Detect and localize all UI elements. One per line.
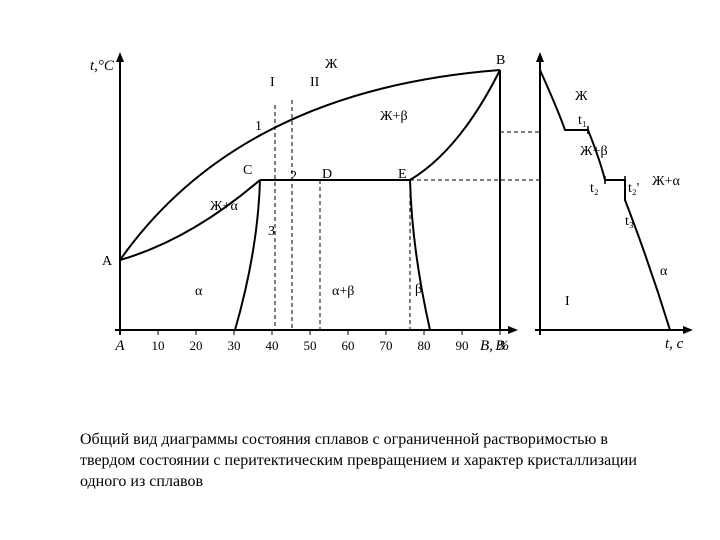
figure-caption: Общий вид диаграммы состояния сплавов с … xyxy=(80,430,640,492)
svg-text:I: I xyxy=(565,294,570,309)
svg-text:50: 50 xyxy=(304,338,317,353)
svg-text:Ж+α: Ж+α xyxy=(210,199,238,214)
svg-text:20: 20 xyxy=(190,338,203,353)
svg-text:D: D xyxy=(322,167,332,182)
svg-text:α+β: α+β xyxy=(332,284,354,299)
svg-text:t₂: t₂ xyxy=(590,181,599,196)
solvus-right-curve xyxy=(410,180,430,330)
svg-text:30: 30 xyxy=(228,338,241,353)
x-ticks: A102030405060708090B xyxy=(114,330,504,354)
svg-text:α: α xyxy=(660,264,668,279)
svg-text:I: I xyxy=(270,75,275,90)
phase-diagram-figure: t,°C A102030405060708090B A C D E B ЖIII… xyxy=(80,30,680,380)
svg-text:60: 60 xyxy=(342,338,355,353)
svg-text:10: 10 xyxy=(152,338,165,353)
phase-curves xyxy=(120,70,500,330)
svg-text:Ж+β: Ж+β xyxy=(380,109,408,124)
svg-text:Ж+α: Ж+α xyxy=(652,174,680,189)
svg-text:t₃: t₃ xyxy=(625,214,634,229)
solidus-ac-curve xyxy=(120,180,260,260)
x-axis-label: B, % xyxy=(480,338,509,354)
svg-text:E: E xyxy=(398,167,407,182)
svg-text:Ж: Ж xyxy=(575,89,588,104)
point-labels: A C D E B xyxy=(102,53,505,269)
svg-text:t₁: t₁ xyxy=(578,113,587,128)
svg-text:3: 3 xyxy=(268,224,275,239)
svg-text:Ж+β: Ж+β xyxy=(580,144,608,159)
svg-text:t₂': t₂' xyxy=(628,181,639,196)
svg-text:80: 80 xyxy=(418,338,431,353)
diagram-svg: t,°C A102030405060708090B A C D E B ЖIII… xyxy=(80,30,700,370)
svg-text:2: 2 xyxy=(290,169,297,184)
cooling-axes: t, c xyxy=(535,52,693,352)
svg-text:1: 1 xyxy=(255,119,262,134)
liquidus-curve xyxy=(120,70,500,260)
y-axis-label: t,°C xyxy=(90,58,115,74)
solvus-left-curve xyxy=(235,180,260,330)
solidus-eb-curve xyxy=(410,70,500,180)
svg-text:Ж: Ж xyxy=(325,57,338,72)
svg-text:C: C xyxy=(243,163,252,178)
phase-axes: t,°C xyxy=(90,52,518,335)
svg-text:A: A xyxy=(114,338,125,354)
svg-text:A: A xyxy=(102,254,113,269)
svg-text:β: β xyxy=(415,282,422,297)
region-labels: ЖIII123Ж+βЖ+ααα+ββ xyxy=(195,57,422,299)
svg-text:90: 90 xyxy=(456,338,469,353)
cooling-curve xyxy=(540,70,670,330)
svg-text:70: 70 xyxy=(380,338,393,353)
right-x-label: t, c xyxy=(665,336,684,352)
svg-text:II: II xyxy=(310,75,320,90)
svg-text:40: 40 xyxy=(266,338,279,353)
svg-text:B: B xyxy=(496,53,505,68)
cooling-labels: Жt₁ Ж+β t₂ t₂' Ж+α t₃ α I xyxy=(565,89,680,309)
svg-text:α: α xyxy=(195,284,203,299)
